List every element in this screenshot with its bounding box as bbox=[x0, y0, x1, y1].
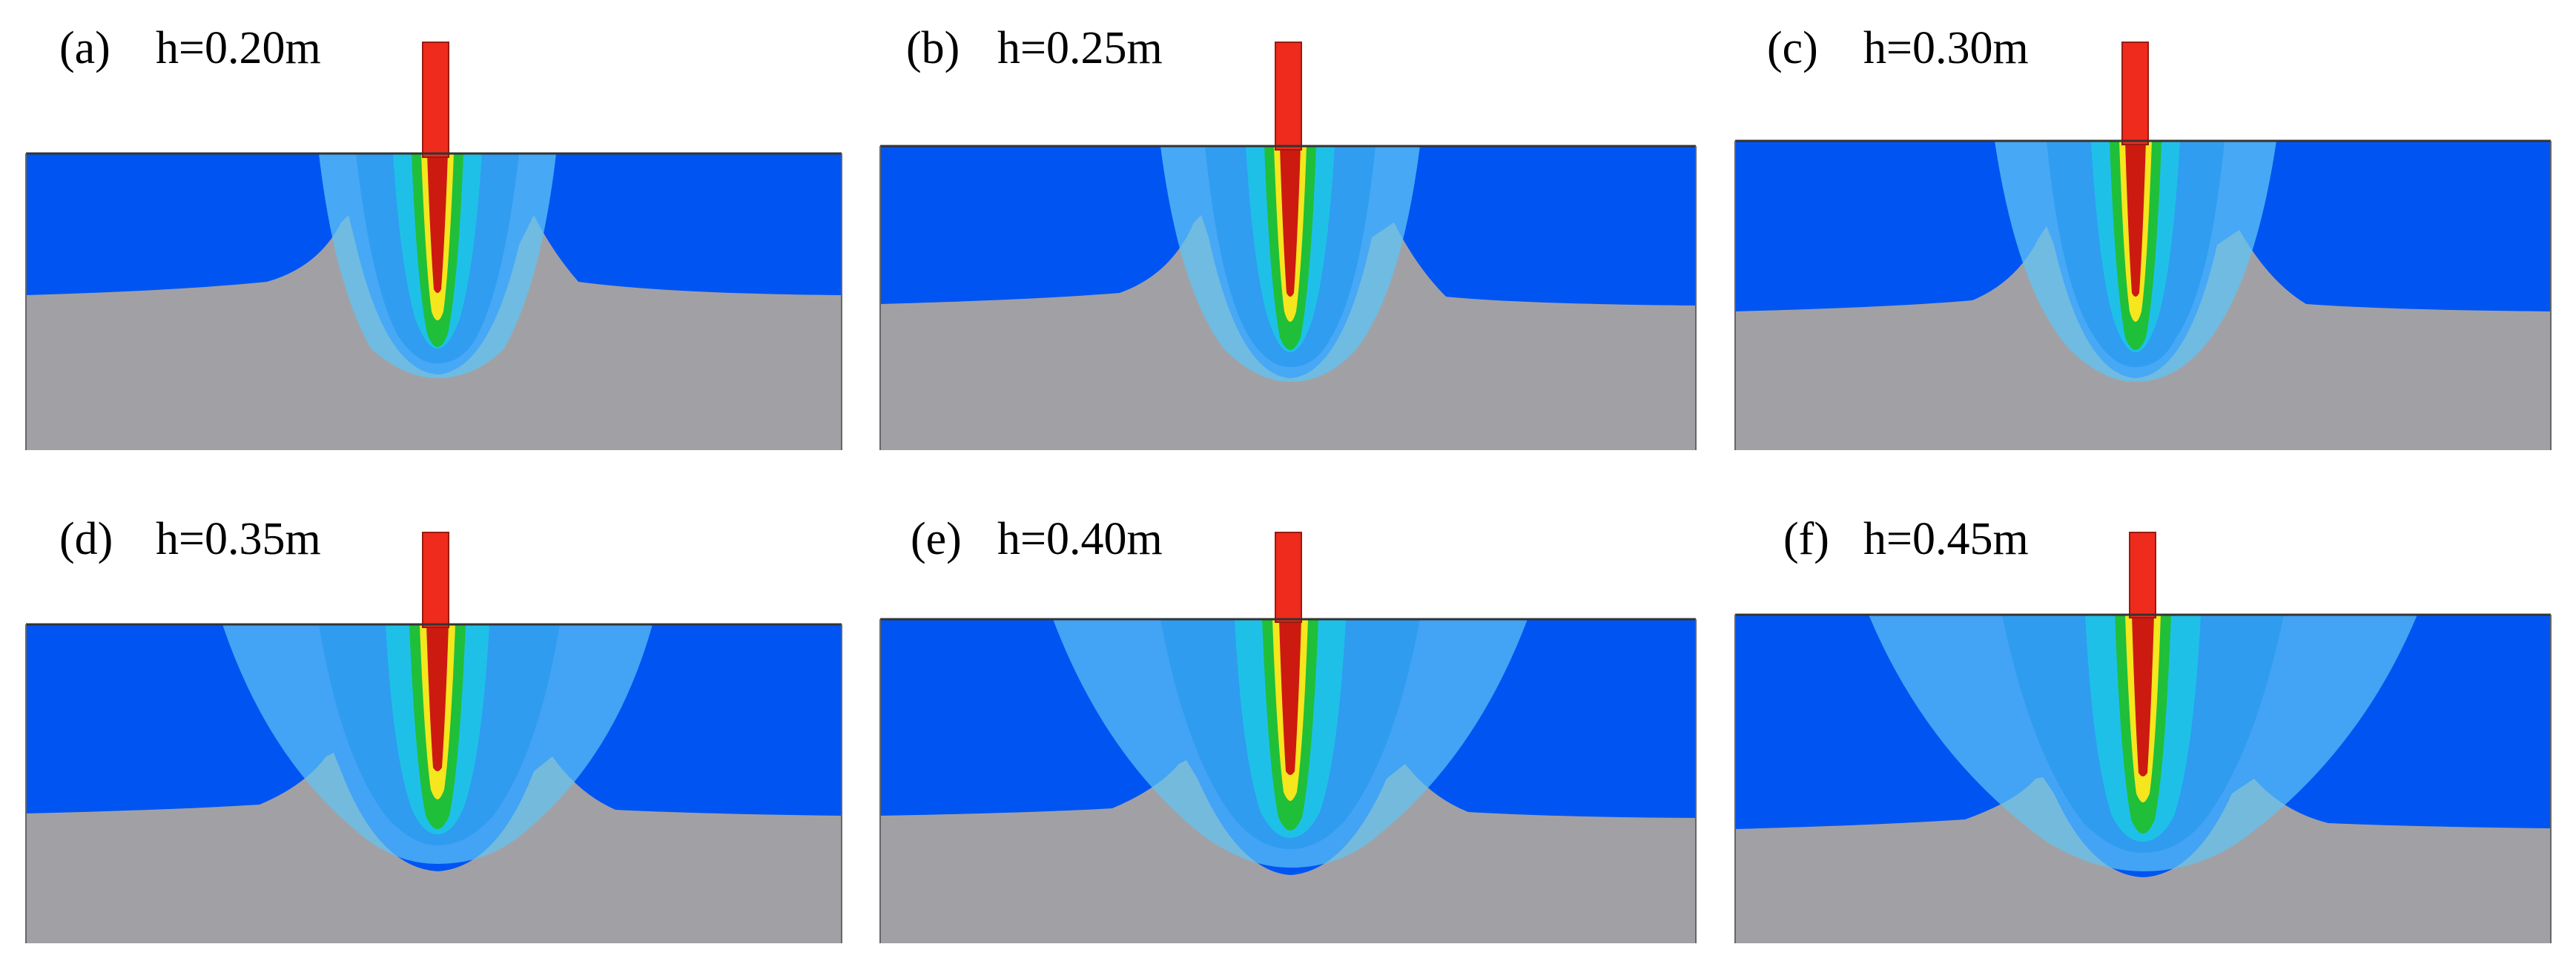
panel-tag: (a) bbox=[59, 23, 110, 73]
panel-tag: (e) bbox=[911, 514, 962, 564]
jet-core bbox=[1279, 619, 1301, 775]
panel-a: (a) h=0.20m bbox=[25, 23, 842, 450]
panel-label: h=0.25m bbox=[997, 23, 1163, 73]
soil-bed bbox=[1735, 226, 2551, 450]
soil-bed bbox=[880, 760, 1696, 943]
soil-bed bbox=[1735, 777, 2551, 943]
nozzle-pipe bbox=[1275, 42, 1302, 151]
panel-label: h=0.30m bbox=[1863, 23, 2029, 73]
soil-bed bbox=[26, 215, 842, 450]
nozzle-pipe bbox=[2129, 532, 2156, 618]
soil-bed bbox=[880, 215, 1696, 450]
jet-core bbox=[426, 624, 449, 771]
panel-b: (b) h=0.25m bbox=[879, 23, 1697, 450]
nozzle-pipe bbox=[422, 42, 449, 158]
panel-label: h=0.45m bbox=[1863, 514, 2029, 564]
soil-bed bbox=[26, 753, 842, 943]
panel-e: (e) h=0.40m bbox=[879, 514, 1697, 943]
jet-core bbox=[2125, 141, 2146, 297]
nozzle-pipe bbox=[422, 532, 449, 628]
nozzle-pipe bbox=[2121, 42, 2149, 145]
panel-label: h=0.35m bbox=[156, 514, 321, 564]
panel-label: h=0.40m bbox=[997, 514, 1163, 564]
panel-tag: (c) bbox=[1767, 23, 1818, 73]
panel-label: h=0.20m bbox=[156, 23, 321, 73]
jet-core bbox=[1280, 146, 1301, 297]
panel-c: (c) h=0.30m bbox=[1734, 23, 2552, 450]
panel-tag: (f) bbox=[1783, 514, 1829, 564]
panel-tag: (d) bbox=[59, 514, 113, 564]
nozzle-pipe bbox=[1275, 532, 1302, 623]
jet-core bbox=[427, 154, 448, 293]
panel-f: (f) h=0.45m bbox=[1734, 514, 2552, 943]
panel-tag: (b) bbox=[906, 23, 960, 73]
panel-d: (d) h=0.35m bbox=[25, 514, 842, 943]
jet-core bbox=[2132, 615, 2154, 776]
